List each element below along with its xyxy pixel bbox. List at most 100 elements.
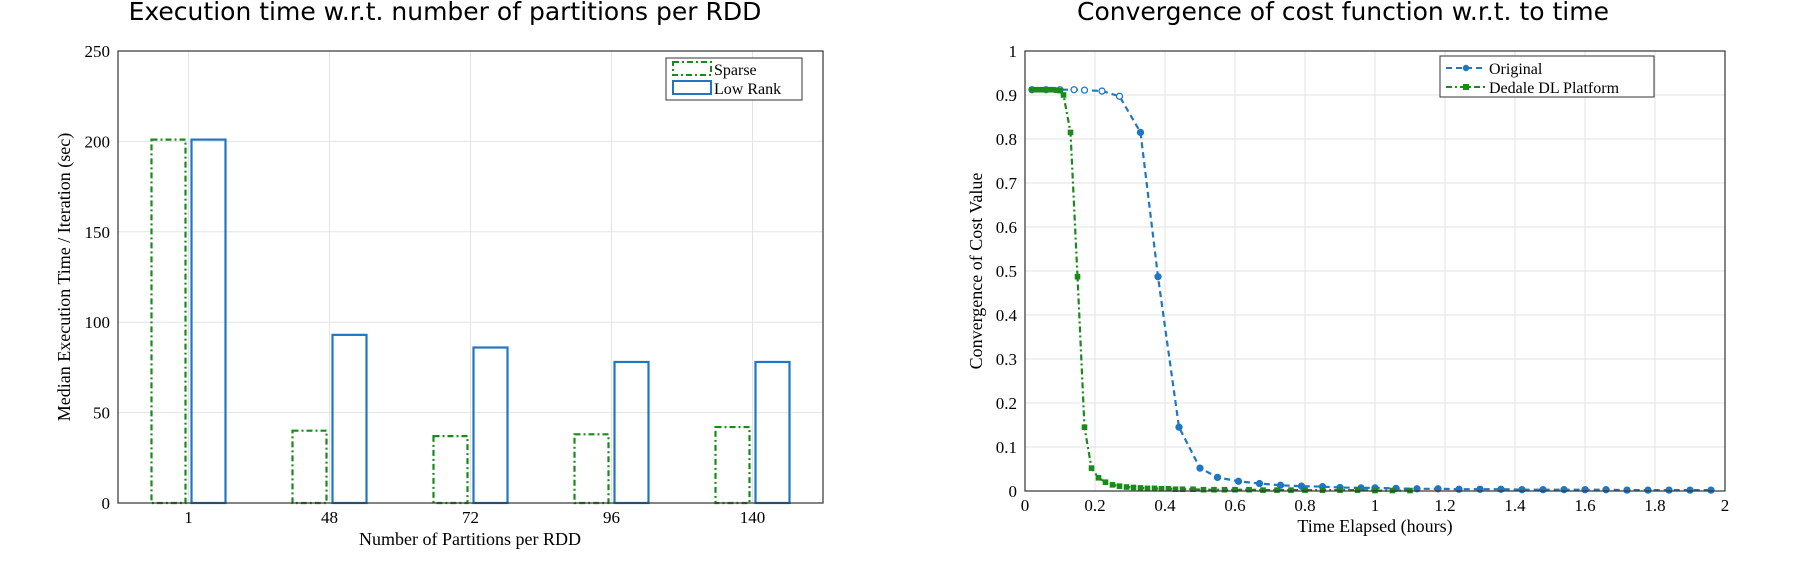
point-dedale [1200,486,1207,493]
point-original [1115,92,1124,100]
y-tick-label: 150 [85,223,111,242]
point-original [1623,486,1631,494]
point-dedale [1144,485,1151,492]
x-tick-label: 1 [184,508,193,527]
x-tick-label: 1.8 [1644,496,1665,515]
y-tick-label: 0.2 [996,394,1017,413]
legend-label-lowrank: Low Rank [714,81,781,98]
point-dedale [1137,485,1144,491]
point-dedale [1288,487,1294,493]
point-dedale [1036,86,1042,93]
point-original [1196,464,1204,472]
y-tick-label: 0.8 [996,130,1017,149]
point-dedale [1151,485,1158,492]
point-dedale [1274,487,1280,493]
bar-chart-title: Execution time w.r.t. number of partitio… [129,0,762,26]
point-dedale [1109,482,1116,488]
x-tick-label: 140 [740,508,766,527]
point-dedale [1074,273,1081,280]
y-tick-label: 0.3 [996,350,1017,369]
point-original [1175,423,1183,431]
point-original [1413,485,1421,493]
point-dedale [1179,486,1186,493]
bar-chart-grid [118,50,823,504]
bar-sparse [432,435,469,505]
point-dedale [1102,479,1109,485]
point-dedale [1337,487,1343,493]
point-dedale [1095,475,1102,481]
series-line-original [1032,88,1711,492]
line-chart-title: Convergence of cost function w.r.t. to t… [1077,0,1609,26]
point-original [1518,486,1526,494]
x-tick-label: 0.4 [1154,496,1176,515]
x-tick-label: 1.6 [1574,496,1595,515]
bar-low-rank [331,333,368,505]
point-original [1602,486,1610,494]
point-original [1080,86,1089,94]
point-original [1070,86,1078,94]
point-dedale [1039,86,1046,93]
bar-sparse [714,425,751,505]
x-tick-label: 48 [321,508,338,527]
point-dedale [1081,424,1088,430]
point-dedale [1232,486,1238,493]
point-dedale [1172,486,1179,493]
point-dedale [1067,129,1074,136]
point-dedale [1319,487,1326,493]
point-dedale [1046,86,1053,93]
point-dedale [1211,486,1217,493]
x-tick-label: 72 [462,508,479,527]
x-tick-label: 0.8 [1294,496,1315,515]
bar-chart-legend: Sparse Low Rank [665,57,803,101]
point-dedale [1190,486,1196,493]
point-dedale [1158,486,1165,492]
series-line-dedale [1032,88,1410,492]
point-dedale [1354,487,1361,493]
y-tick-label: 50 [93,404,110,423]
y-tick-label: 250 [85,42,111,61]
point-original [1434,485,1442,493]
point-dedale [1088,465,1095,471]
point-dedale [1123,484,1130,490]
y-tick-label: 0.9 [996,86,1017,105]
legend-marker-original [1462,64,1470,72]
point-dedale [1165,486,1172,492]
line-chart-frame [1024,50,1726,492]
line-chart-xlabel: Time Elapsed (hours) [1297,516,1452,537]
point-dedale [1260,487,1266,493]
line-chart: Convergence of cost function w.r.t. to t… [966,0,1729,537]
x-tick-label: 0.6 [1224,496,1245,515]
legend-swatch-sparse [672,61,712,76]
point-original [1707,486,1715,494]
point-dedale [1032,86,1039,93]
y-tick-label: 1 [1009,42,1018,61]
point-dedale [1043,86,1049,93]
point-dedale [1060,92,1067,98]
point-original [1665,486,1673,494]
point-dedale [1029,86,1035,93]
point-dedale [1057,87,1063,94]
bar-low-rank [754,360,791,505]
x-tick-label: 2 [1721,496,1730,515]
point-original [1098,87,1106,95]
bar-sparse [573,433,610,505]
point-original [1539,486,1547,494]
point-dedale [1221,486,1228,493]
legend-swatch-lowrank [672,80,712,95]
point-original [1255,479,1264,488]
point-original [1154,273,1162,281]
line-chart-ylabel: Convergence of Cost Value [966,173,986,370]
point-original [1136,128,1145,137]
bar-chart-frame [117,50,824,504]
y-tick-label: 0.5 [996,262,1017,281]
bar-chart-ylabel: Median Execution Time / Iteration (sec) [54,133,75,421]
line-chart-grid [1024,50,1726,492]
point-original [1276,481,1285,489]
y-tick-label: 0.6 [996,218,1017,237]
x-tick-label: 0.2 [1084,496,1105,515]
point-original [1581,486,1589,494]
bar-chart: Execution time w.r.t. number of partitio… [54,0,824,549]
point-dedale [1050,86,1056,93]
line-chart-ticks: 0 0.1 0.2 0.3 0.4 0.5 0.6 0.7 0.8 0.9 1 0 0.2 0.4 0.6 0… [996,42,1730,515]
